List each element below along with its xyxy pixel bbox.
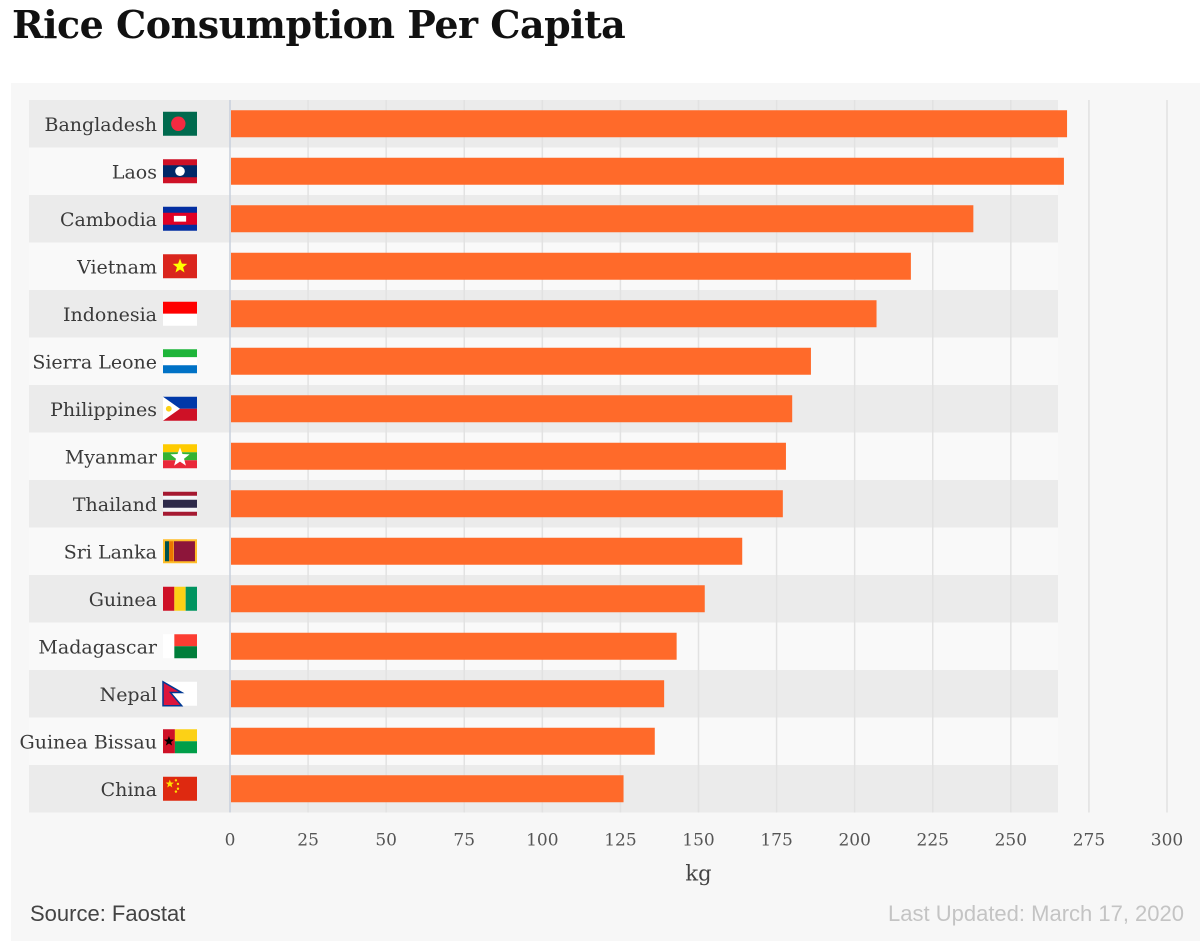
flag-madagascar-icon (163, 634, 197, 659)
flag-guinea-icon (163, 586, 197, 611)
source-note: Source: Faostat (30, 901, 186, 926)
x-tick-label: 275 (1073, 831, 1105, 851)
category-label: Vietnam (76, 256, 157, 278)
x-tick-label: 25 (297, 831, 319, 851)
bar-chart: Bangladesh Laos Cambodia Vietnam Indonesia Si… (20, 100, 1183, 886)
category-label: Cambodia (60, 209, 157, 231)
bar (231, 252, 911, 280)
bar (231, 490, 783, 518)
bar (231, 442, 786, 470)
category-label: Bangladesh (45, 114, 158, 136)
chart-panel: Bangladesh Laos Cambodia Vietnam Indonesia Si… (11, 83, 1200, 941)
category-label: Sierra Leone (32, 351, 157, 373)
bar (231, 680, 665, 708)
category-label: Guinea Bissau (20, 731, 157, 753)
category-label: Philippines (50, 399, 157, 421)
flag-laos-icon (163, 159, 197, 184)
x-tick-label: 300 (1151, 831, 1183, 851)
category-label: Indonesia (63, 304, 157, 326)
flag-guinea-bissau-icon (163, 729, 197, 754)
x-tick-label: 175 (760, 831, 792, 851)
flag-bangladesh-icon (163, 111, 197, 136)
bar (231, 157, 1064, 185)
category-label: Thailand (73, 494, 157, 516)
bar (231, 395, 793, 423)
flag-cambodia-icon (163, 206, 197, 231)
flag-sri-lanka-icon (163, 539, 197, 564)
chart-title: Rice Consumption Per Capita (12, 2, 626, 47)
bar (231, 775, 624, 803)
flag-myanmar-icon (163, 444, 197, 469)
flag-china-icon (163, 776, 197, 801)
bar (231, 727, 655, 755)
bar (231, 205, 974, 233)
x-tick-label: 200 (838, 831, 870, 851)
flag-sierra-leone-icon (163, 349, 197, 374)
flag-vietnam-icon (163, 254, 197, 279)
x-tick-label: 75 (453, 831, 475, 851)
bar (231, 585, 705, 613)
flag-philippines-icon (163, 396, 197, 421)
category-label: Myanmar (65, 446, 158, 468)
bar (231, 300, 877, 328)
bar (231, 110, 1068, 138)
bar (231, 537, 743, 565)
category-label: Nepal (100, 684, 157, 706)
bar (231, 347, 811, 375)
category-label: Sri Lanka (64, 541, 157, 563)
x-tick-label: 100 (526, 831, 558, 851)
flag-nepal-icon (162, 680, 197, 707)
flag-indonesia-icon (163, 301, 197, 326)
x-tick-label: 250 (995, 831, 1027, 851)
category-label: Madagascar (38, 636, 157, 658)
flag-thailand-icon (163, 491, 197, 516)
last-updated: Last Updated: March 17, 2020 (888, 901, 1184, 926)
bar (231, 632, 677, 660)
x-tick-label: 0 (225, 831, 236, 851)
category-label: Laos (112, 161, 157, 183)
x-axis-label: kg (685, 862, 711, 886)
category-label: China (101, 779, 157, 801)
x-tick-label: 150 (682, 831, 714, 851)
x-tick-label: 50 (375, 831, 397, 851)
x-tick-label: 125 (604, 831, 636, 851)
category-label: Guinea (89, 589, 157, 611)
x-tick-label: 225 (917, 831, 949, 851)
